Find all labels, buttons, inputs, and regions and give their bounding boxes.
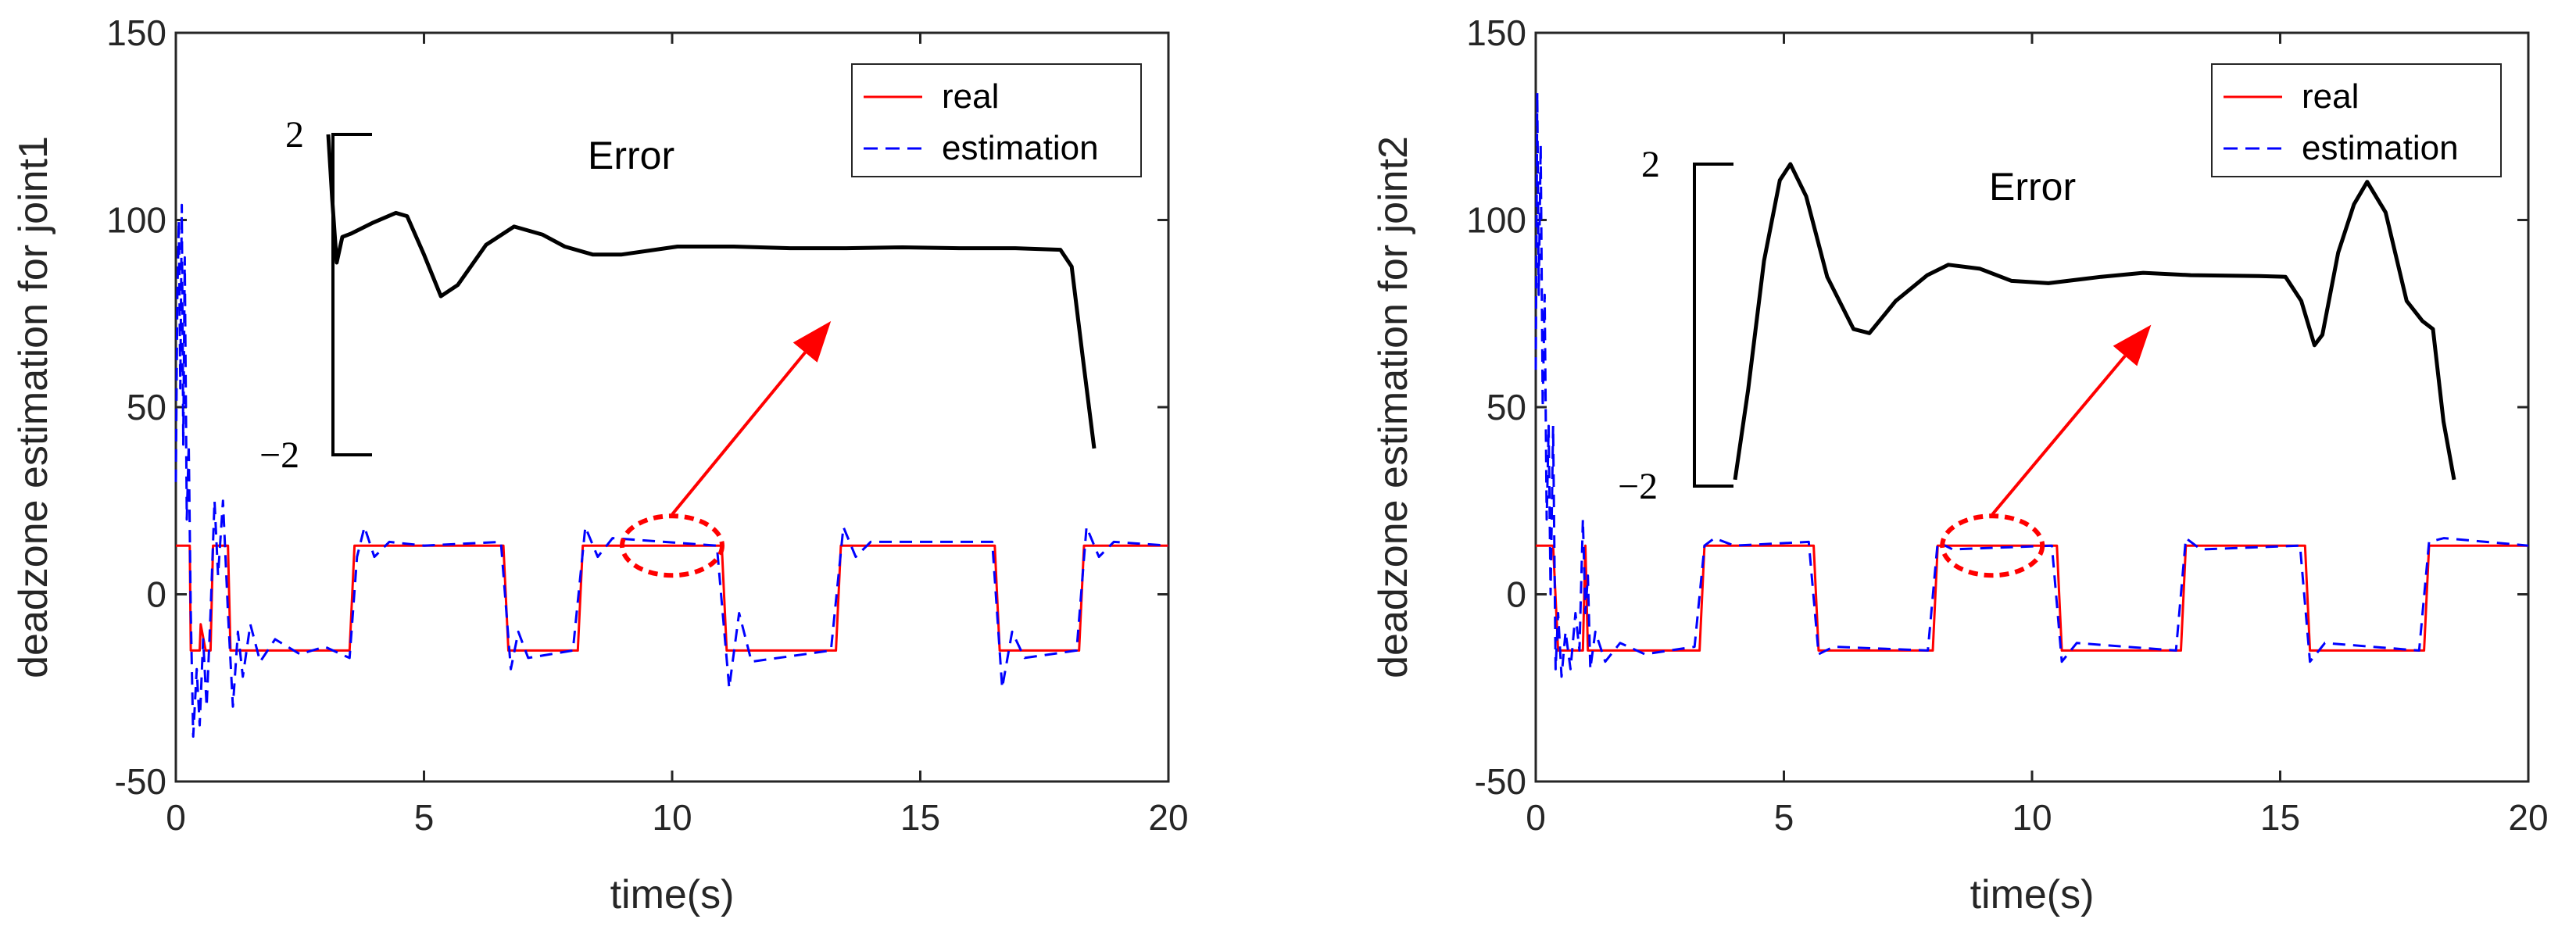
zoom-arrow-line — [1991, 355, 2127, 516]
error-inset: Error 2 −2 — [1618, 144, 2456, 507]
series-line-real — [176, 544, 1168, 652]
y-tick-label: 0 — [146, 574, 166, 615]
x-tick-label: 15 — [900, 797, 940, 838]
zoom-arrow-head — [792, 320, 832, 363]
inset-scale-bar — [331, 133, 372, 456]
y-tick-label: -50 — [115, 761, 166, 802]
y-axis-label: deadzone estimation for joint1 — [11, 136, 56, 678]
y-tick-label: 100 — [106, 200, 166, 241]
inset-error-line — [326, 134, 1097, 449]
legend: real estimation — [851, 63, 1142, 177]
y-tick-label: 50 — [1487, 387, 1526, 427]
axis-ticks — [174, 31, 1170, 783]
axis-ticks — [1534, 31, 2530, 783]
zoom-annotation — [620, 320, 832, 578]
legend-label-real: real — [942, 77, 999, 116]
zoom-ellipse — [620, 513, 724, 578]
chart-joint2: 0 5 10 15 20 -50 0 50 100 150 time(s) de… — [1371, 13, 2549, 917]
y-tick-labels: -50 0 50 100 150 — [106, 13, 166, 802]
zoom-ellipse — [1940, 513, 2045, 578]
legend: real estimation — [2211, 63, 2502, 177]
inset-scale-top: 2 — [285, 114, 304, 156]
legend-label-estimation: estimation — [2302, 129, 2459, 167]
y-tick-label: 150 — [1466, 13, 1526, 53]
legend-label-estimation: estimation — [942, 129, 1099, 167]
zoom-annotation — [1940, 324, 2152, 578]
y-tick-label: -50 — [1475, 761, 1526, 802]
chart-joint1: 0 5 10 15 20 -50 0 50 100 150 time(s) de… — [11, 13, 1189, 917]
inset-scale-top: 2 — [1641, 144, 1660, 185]
x-tick-labels: 0 5 10 15 20 — [1526, 797, 2548, 838]
legend-box — [851, 63, 1142, 177]
y-tick-label: 0 — [1506, 574, 1526, 615]
legend-box — [2211, 63, 2502, 177]
y-tick-label: 150 — [106, 13, 166, 53]
y-tick-labels: -50 0 50 100 150 — [1466, 13, 1526, 802]
x-tick-label: 20 — [1148, 797, 1188, 838]
series-line-real — [1536, 544, 2528, 652]
inset-title: Error — [588, 134, 674, 177]
inset-scale-bottom: −2 — [1618, 466, 1658, 507]
x-tick-label: 15 — [2260, 797, 2300, 838]
x-tick-label: 5 — [414, 797, 435, 838]
x-tick-label: 10 — [2012, 797, 2052, 838]
x-axis-label: time(s) — [1970, 872, 2095, 917]
inset-scale-bar — [1693, 163, 1733, 488]
inset-title: Error — [1989, 165, 2076, 209]
data-series — [1534, 91, 2529, 678]
x-tick-labels: 0 5 10 15 20 — [166, 797, 1188, 838]
x-axis-label: time(s) — [610, 872, 735, 917]
x-tick-label: 20 — [2508, 797, 2548, 838]
x-tick-label: 10 — [652, 797, 692, 838]
y-tick-label: 100 — [1466, 200, 1526, 241]
y-axis-label: deadzone estimation for joint2 — [1371, 136, 1416, 678]
legend-label-real: real — [2302, 77, 2359, 116]
inset-error-line — [1733, 162, 2456, 481]
x-tick-label: 5 — [1774, 797, 1794, 838]
x-tick-label: 0 — [166, 797, 186, 838]
series-line-estimation — [1534, 91, 2529, 678]
data-series — [174, 203, 1169, 738]
series-line-estimation — [174, 203, 1169, 738]
zoom-arrow-line — [671, 351, 807, 516]
inset-scale-bottom: −2 — [259, 435, 299, 476]
y-tick-label: 50 — [127, 387, 166, 427]
zoom-arrow-head — [2113, 324, 2152, 367]
x-tick-label: 0 — [1526, 797, 1546, 838]
error-inset: Error 2 −2 — [259, 114, 1097, 476]
